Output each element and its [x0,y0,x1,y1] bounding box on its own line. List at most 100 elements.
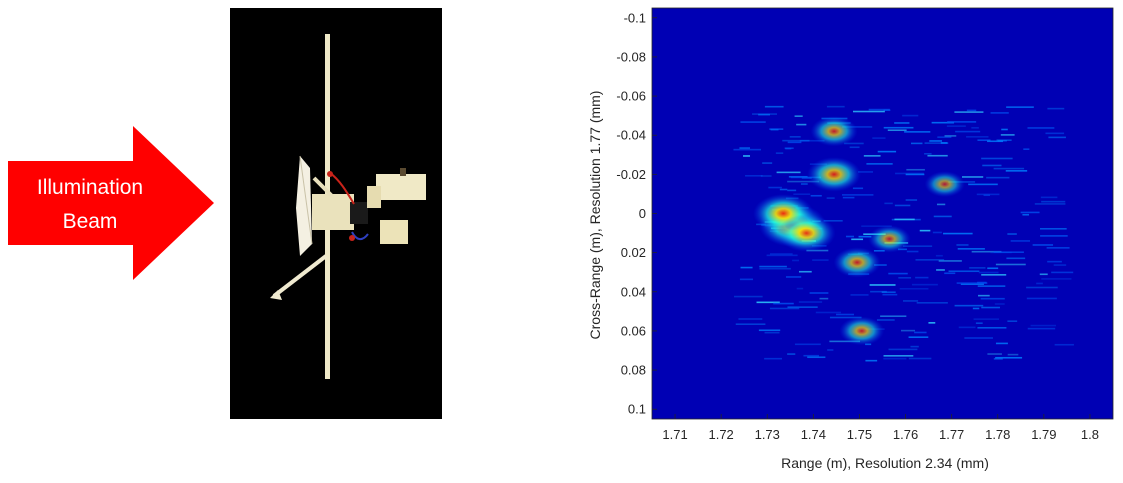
speckle-mark [960,283,984,285]
speckle-mark [794,115,803,117]
speckle-mark [978,294,990,297]
speckle-mark [796,123,807,126]
speckle-mark [785,276,802,278]
x-axis: 1.71 1.72 1.73 1.74 1.75 1.76 1.77 1.78 1.79 1.8 [662,414,1099,442]
speckle-mark [874,264,887,266]
speckle-mark [787,353,796,355]
x-axis-label: Range (m), Resolution 2.34 (mm) [781,455,989,471]
speckle-mark [978,271,999,274]
speckle-mark [995,356,1023,359]
speckle-mark [977,285,1006,287]
speckle-mark [954,304,984,307]
speckle-mark [1041,200,1066,203]
speckle-mark [1046,247,1070,249]
speckle-mark [849,146,860,149]
speckle-mark [968,183,998,186]
speckle-mark [784,147,794,150]
speckle-mark [902,245,933,247]
speckle-mark [975,322,983,324]
speckle-mark [981,306,1000,309]
speckle-mark [881,291,896,294]
speckle-mark [826,105,845,108]
speckle-mark [986,176,1010,179]
y-tick-label: 0.06 [621,323,646,338]
speckle-mark [1022,213,1030,216]
speckle-mark [1007,320,1018,323]
x-tick-label: 1.78 [985,427,1010,442]
speckle-mark [977,281,987,284]
speckle-mark [1026,297,1057,300]
x-tick-label: 1.72 [708,427,733,442]
speckle-mark [787,180,820,183]
speckle-mark [1026,286,1058,289]
speckle-mark [947,121,977,123]
speckle-mark [899,287,929,290]
speckle-mark [1006,257,1026,260]
arrow-label-line1: Illumination [37,176,143,199]
y-tick-label: -0.06 [616,89,646,104]
heatmap-background [652,8,1113,419]
speckle-mark [883,109,891,112]
speckle-mark [769,253,793,255]
speckle-mark [924,152,932,155]
x-tick-label: 1.73 [755,427,780,442]
speckle-mark [1040,227,1067,230]
y-tick-label: -0.02 [616,167,646,182]
speckle-mark [911,283,938,286]
speckle-mark [735,323,766,326]
speckle-mark [882,293,898,296]
speckle-mark [916,302,948,304]
speckle-mark [972,307,980,310]
speckle-mark [809,292,829,294]
speckle-mark [1040,235,1068,237]
hot-spot [924,171,965,198]
hot-spot [810,116,858,147]
speckle-mark [869,284,896,286]
speckle-mark [733,148,761,151]
speckle-mark [908,357,932,360]
speckle-mark [845,235,855,238]
hot-spot [868,225,911,253]
speckle-mark [933,215,952,218]
speckle-mark [852,187,864,190]
speckle-mark [931,121,955,124]
speckle-mark [858,171,873,173]
speckle-mark [956,244,969,246]
speckle-mark [946,125,966,127]
speckle-mark [779,188,788,191]
speckle-mark [901,329,916,332]
speckle-mark [1006,106,1034,108]
speckle-mark [850,294,869,296]
speckle-mark [956,282,988,284]
speckle-mark [987,353,1002,355]
speckle-mark [764,105,784,108]
y-tick-label: 0.08 [621,363,646,378]
speckle-mark [769,307,800,310]
speckle-mark [829,316,862,319]
speckle-mark [1005,170,1028,172]
speckle-mark [976,193,1000,196]
speckle-mark [905,199,918,201]
speckle-mark [844,142,864,145]
speckle-mark [1001,128,1008,131]
speckle-mark [868,108,890,111]
speckle-mark [740,121,766,123]
speckle-mark [803,354,819,357]
y-axis-label: Cross-Range (m), Resolution 1.77 (mm) [587,91,603,340]
speckle-mark [798,301,823,303]
speckle-mark [1047,260,1062,263]
speckle-mark [776,171,801,174]
speckle-mark [842,194,874,196]
speckle-mark [884,202,893,205]
speckle-mark [1030,324,1057,327]
speckle-mark [910,345,919,348]
speckle-mark [943,232,973,235]
speckle-mark [1051,271,1074,274]
speckle-mark [898,276,912,279]
speckle-mark [1041,278,1072,280]
speckle-mark [1045,132,1065,135]
speckle-mark [902,114,919,117]
speckle-mark [745,174,763,177]
speckle-mark [798,270,812,273]
speckle-mark [983,194,991,197]
